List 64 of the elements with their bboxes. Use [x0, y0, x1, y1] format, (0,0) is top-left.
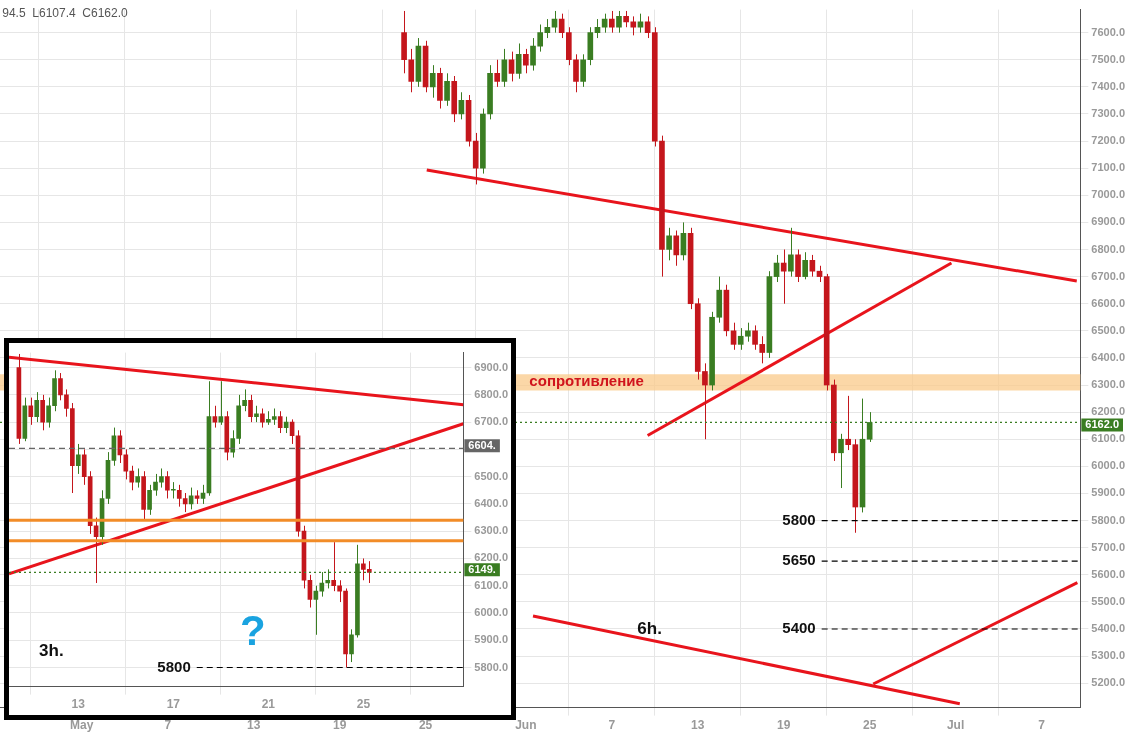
- y-tick-label: 6300.0: [474, 524, 509, 537]
- y-tick-label: 5800.0: [474, 660, 509, 673]
- ref-line-label: 6162.0: [1085, 417, 1120, 430]
- x-tick-label: 7: [608, 718, 616, 733]
- y-tick-label: 6300.0: [1091, 378, 1126, 391]
- band-label: сопротивление: [529, 372, 644, 390]
- x-tick-label: 25: [862, 718, 877, 733]
- x-tick-label: 19: [777, 718, 791, 733]
- x-tick-label: 7: [1038, 718, 1046, 733]
- y-tick-label: 7400.0: [1091, 79, 1126, 92]
- y-tick-label: 6500.0: [1091, 323, 1126, 336]
- y-tick-label: 6800.0: [474, 387, 509, 400]
- annotation: ?: [239, 606, 266, 654]
- y-tick-label: 6200.0: [1091, 405, 1126, 418]
- y-tick-label: 7200.0: [1091, 134, 1126, 147]
- y-tick-label: 5200.0: [1091, 676, 1126, 689]
- x-tick-label: 13: [246, 718, 261, 733]
- y-tick-label: 5900.0: [1091, 486, 1126, 499]
- y-tick-label: 7300.0: [1091, 106, 1126, 119]
- x-tick-label: May: [70, 718, 94, 733]
- y-tick-label: 6000.0: [1091, 459, 1126, 472]
- y-tick-label: 6500.0: [474, 469, 509, 482]
- y-tick-label: 7000.0: [1091, 188, 1126, 201]
- y-tick-label: 5300.0: [1091, 649, 1126, 662]
- x-tick-label: 19: [332, 718, 347, 733]
- y-tick-label: 6900.0: [474, 360, 509, 373]
- x-tick-label: 13: [691, 718, 705, 733]
- y-tick-label: 6700.0: [1091, 269, 1126, 282]
- y-tick-label: 7100.0: [1091, 161, 1126, 174]
- y-tick-label: 6100.0: [1091, 432, 1126, 445]
- x-tick-label: 25: [418, 718, 433, 733]
- annotation: 3h.: [39, 641, 64, 661]
- ref-line-label: 5800: [782, 510, 816, 528]
- y-tick-label: 7600.0: [1091, 25, 1126, 38]
- y-tick-label: 6700.0: [474, 415, 509, 428]
- x-tick-label: 25: [356, 697, 371, 712]
- ref-line-label: 5800: [157, 657, 191, 675]
- ref-line-label: 6149.: [468, 562, 496, 575]
- ref-line-label: 5650: [782, 551, 816, 569]
- x-tick-label: 17: [166, 697, 181, 712]
- ref-line-label: 5400: [782, 619, 816, 637]
- x-tick-label: 13: [71, 697, 86, 712]
- y-tick-label: 6600.0: [1091, 296, 1126, 309]
- x-tick-label: 7: [164, 718, 172, 733]
- annotation: 6h.: [637, 618, 662, 638]
- y-tick-label: 6400.0: [1091, 350, 1126, 363]
- ref-line-label: 6604.: [468, 438, 496, 451]
- y-tick-label: 6400.0: [474, 496, 509, 509]
- y-tick-label: 5800.0: [1091, 513, 1126, 526]
- y-tick-label: 5600.0: [1091, 567, 1126, 580]
- annotation: 94.5 L6107.4 C6162.0: [2, 5, 129, 20]
- y-tick-label: 6100.0: [474, 578, 509, 591]
- x-tick-label: Jul: [946, 718, 965, 733]
- y-tick-label: 5900.0: [474, 633, 509, 646]
- y-tick-label: 7500.0: [1091, 52, 1126, 65]
- y-tick-label: 6200.0: [474, 551, 509, 564]
- y-tick-label: 6800.0: [1091, 242, 1126, 255]
- y-tick-label: 5700.0: [1091, 540, 1126, 553]
- y-tick-label: 6000.0: [474, 606, 509, 619]
- x-tick-label: Jun: [515, 718, 537, 733]
- y-tick-label: 5500.0: [1091, 594, 1126, 607]
- x-tick-label: 21: [261, 697, 276, 712]
- y-tick-label: 5400.0: [1091, 622, 1126, 635]
- y-tick-label: 6900.0: [1091, 215, 1126, 228]
